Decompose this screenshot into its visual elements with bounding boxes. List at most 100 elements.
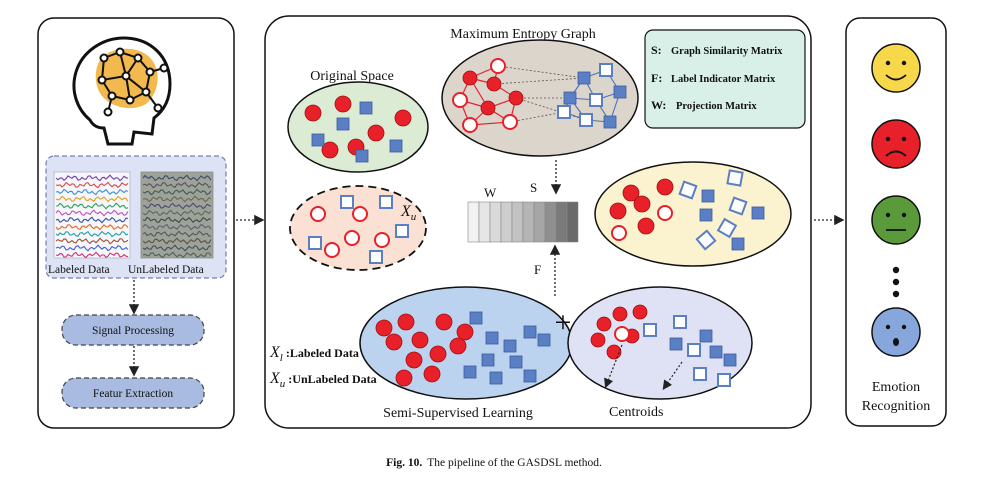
labeled-square [699,329,713,343]
labeled-square [463,365,477,379]
labeled-dot [394,109,412,127]
labeled-dot [486,76,502,92]
signal-processing-label: Signal Processing [92,325,174,337]
unlabeled-square [589,93,603,107]
svg-text:W:: W: [651,98,666,112]
f-label: F [534,262,541,277]
labeled-square [311,133,325,147]
eeg-trace [142,251,212,259]
eeg-trace [142,174,212,182]
eeg-trace [55,202,129,210]
unlabeled-square [678,180,698,200]
labeled-dot [508,90,524,106]
labeled-square [523,369,537,383]
labeled-dot [612,306,628,322]
labeled-dot [411,331,429,349]
labeled-square [603,115,617,129]
matrix-cell [522,201,535,243]
labeled-dot [334,95,352,113]
labeled-square [731,237,745,251]
labeled-dot [375,319,393,337]
labeled-dot [590,332,606,348]
sad-face-icon [871,119,921,169]
unlabeled-ring [490,58,506,74]
labeled-square [701,189,715,203]
svg-text:S:: S: [651,43,662,57]
unlabeled-ring [374,232,390,248]
legend-labeled: Xl:Labeled Data [269,344,359,364]
svg-text:Graph Similarity Matrix: Graph Similarity Matrix [671,46,783,57]
unlabeled-ring [611,225,627,241]
labeled-square [485,331,499,345]
labeled-dot [395,369,413,387]
labeled-dot [423,365,441,383]
unlabeled-eeg-image [140,171,214,259]
unlabeled-ring [657,205,673,221]
labeled-square [613,85,627,99]
unlabeled-square [716,217,738,239]
labeled-square [509,355,523,369]
unlabeled-data-label: UnLabeled Data [128,264,204,276]
eeg-trace [55,181,129,189]
matrix-cell [467,201,480,243]
labeled-square [359,101,373,115]
unlabeled-square [557,105,571,119]
labeled-dot [633,195,651,213]
svg-text:Projection Matrix: Projection Matrix [676,101,757,112]
eeg-trace [55,174,129,182]
labeled-square [481,353,495,367]
labeled-dot [622,184,640,202]
labeled-square [489,371,503,385]
semi-supervised-label: Semi-Supervised Learning [383,406,533,421]
brain-head-icon [72,36,172,146]
matrix-cell [533,201,546,243]
recognition-label: Recognition [862,399,930,414]
labeled-square [723,353,737,367]
ellipsis-dots-icon [892,266,900,298]
eeg-trace [55,237,129,245]
unlabeled-square [599,63,613,77]
labeled-square [709,345,723,359]
unlabeled-square [369,250,383,264]
eeg-trace [55,244,129,252]
legend-item-s: S: Graph Similarity Matrix [651,43,783,57]
unlabeled-square [726,169,744,187]
eeg-trace [142,188,212,196]
unlabeled-square [687,343,701,357]
unlabeled-square [717,373,731,387]
legend-unlabeled: Xu:UnLabeled Data [269,370,377,390]
eeg-trace [142,223,212,231]
eeg-trace [55,209,129,217]
eeg-trace [142,195,212,203]
svg-text:F:: F: [651,71,662,85]
labeled-dot [435,313,453,331]
plus-symbol: + [555,306,572,339]
feature-extraction-box [61,377,205,409]
eeg-trace [55,230,129,238]
eeg-trace [55,195,129,203]
unlabeled-ring [452,92,468,108]
legend-item-w: W: Projection Matrix [651,98,757,112]
labeled-dot [462,70,478,86]
labeled-square [523,325,537,339]
labeled-dot [632,304,648,320]
unlabeled-square [308,236,322,250]
unlabeled-ring [462,117,478,133]
labeled-dot [480,100,496,116]
center-title: Maximum Entropy Graph [450,27,595,42]
graph-cross-edge [493,77,585,85]
unlabeled-ring [324,242,340,258]
matrix-cell [478,201,491,243]
labeled-dot [606,344,622,360]
labeled-dot [367,124,385,142]
unlabeled-ring [310,206,326,222]
labeled-dot [456,323,474,341]
labeled-square [751,206,765,220]
labeled-dot [405,351,423,369]
labeled-eeg-image [53,171,131,259]
labeled-square [669,337,683,351]
matrix-cell [489,201,502,243]
unlabeled-square [673,315,687,329]
eeg-trace [55,223,129,231]
